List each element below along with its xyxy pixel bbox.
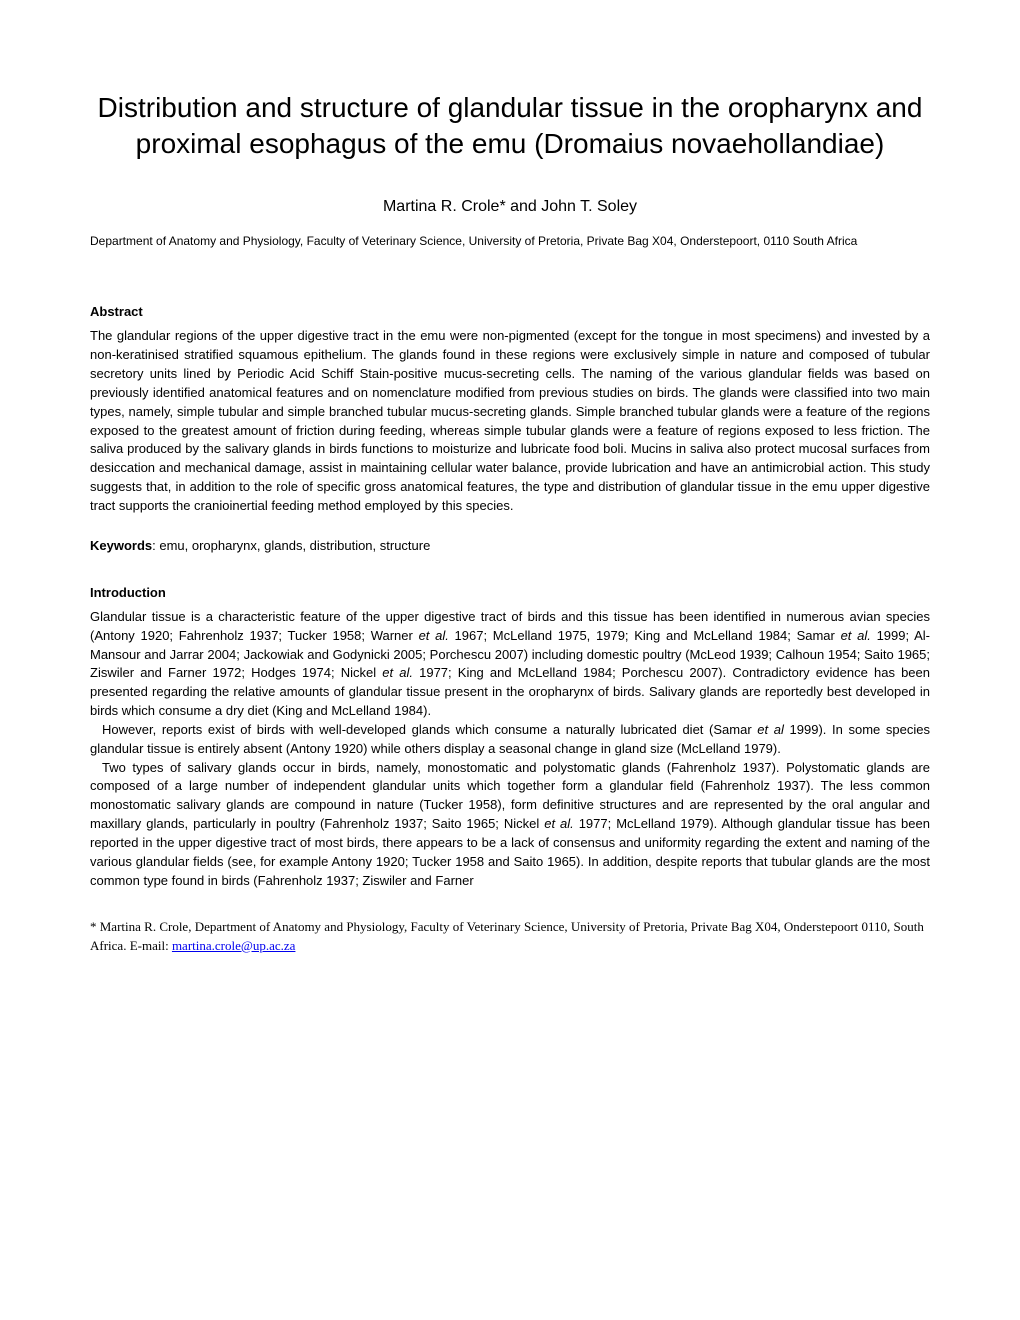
footnote: * Martina R. Crole, Department of Anatom… <box>90 918 930 954</box>
paper-title: Distribution and structure of glandular … <box>90 90 930 163</box>
keywords-text: : emu, oropharynx, glands, distribution,… <box>152 538 430 553</box>
keywords-label: Keywords <box>90 538 152 553</box>
affiliation: Department of Anatomy and Physiology, Fa… <box>90 234 930 250</box>
intro-paragraph-2: However, reports exist of birds with wel… <box>90 721 930 759</box>
abstract-text: The glandular regions of the upper diges… <box>90 327 930 515</box>
abstract-heading: Abstract <box>90 304 930 319</box>
introduction-heading: Introduction <box>90 585 930 600</box>
footnote-email-link[interactable]: martina.crole@up.ac.za <box>172 938 296 953</box>
authors: Martina R. Crole* and John T. Soley <box>90 198 930 216</box>
keywords-line: Keywords: emu, oropharynx, glands, distr… <box>90 538 930 553</box>
introduction-text: Glandular tissue is a characteristic fea… <box>90 608 930 891</box>
intro-paragraph-1: Glandular tissue is a characteristic fea… <box>90 608 930 721</box>
intro-paragraph-3: Two types of salivary glands occur in bi… <box>90 759 930 891</box>
